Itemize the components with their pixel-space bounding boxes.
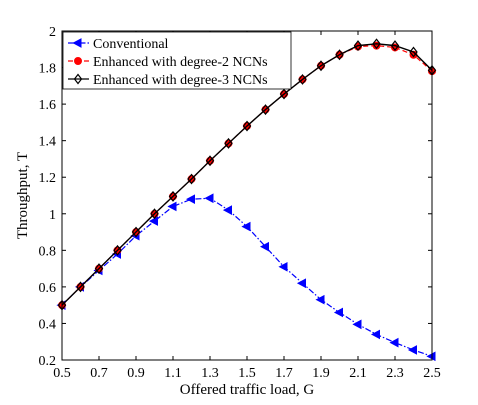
legend-marker — [73, 73, 83, 85]
data-point — [113, 244, 122, 256]
x-tick-label: 2.5 — [423, 366, 441, 381]
x-axis-label: Offered traffic load, G — [180, 382, 315, 398]
x-tick-label: 1.9 — [312, 366, 330, 381]
legend-label: Enhanced with degree-3 NCNs — [93, 73, 268, 88]
x-tick-label: 1.7 — [275, 366, 293, 381]
data-point — [333, 307, 343, 318]
legend-entry-3: Enhanced with degree-3 NCNs — [68, 73, 268, 88]
y-tick-label: 0.2 — [39, 354, 57, 369]
x-tick-label: 0.5 — [53, 366, 71, 381]
legend-label: Conventional — [93, 37, 169, 52]
data-point — [205, 155, 215, 167]
series-line — [61, 43, 433, 306]
x-tick-label: 2.1 — [349, 366, 367, 381]
legend-marker — [72, 38, 82, 48]
data-point — [407, 345, 417, 355]
series-3 — [57, 38, 437, 311]
x-tick-label: 0.7 — [90, 366, 108, 381]
data-point — [242, 120, 252, 132]
data-point — [352, 319, 362, 330]
data-point — [185, 194, 195, 204]
data-point — [353, 40, 363, 52]
x-tick-label: 1.3 — [201, 366, 219, 381]
data-point — [187, 173, 196, 185]
y-tick-label: 0.8 — [39, 244, 57, 259]
data-point — [148, 216, 158, 226]
data-point — [167, 201, 177, 212]
series-layer — [56, 38, 437, 362]
x-tick-label: 1.1 — [164, 366, 182, 381]
x-tick-label: 1.5 — [238, 366, 256, 381]
data-point — [222, 205, 232, 215]
legend-entry-2: Enhanced with degree-2 NCNs — [68, 55, 268, 70]
y-tick-label: 0.4 — [39, 317, 57, 332]
data-point — [370, 329, 380, 340]
data-point — [390, 40, 400, 52]
legend: Conventional Enhanced with degree-2 NCNs E… — [62, 31, 292, 90]
data-point — [76, 281, 85, 293]
x-tick-label: 0.9 — [127, 366, 145, 381]
x-tick-label: 2.3 — [386, 366, 404, 381]
data-point — [259, 241, 269, 252]
data-point — [296, 278, 306, 289]
y-tick-label: 1 — [49, 208, 56, 223]
data-point — [131, 226, 141, 238]
data-point — [241, 221, 251, 232]
data-point — [150, 208, 159, 220]
legend-entry-1: Conventional — [68, 37, 169, 52]
legend-box — [62, 31, 292, 90]
data-point — [204, 193, 214, 204]
data-point — [316, 60, 326, 72]
data-point — [94, 263, 104, 275]
data-point — [278, 261, 288, 272]
y-tick-label: 2 — [49, 25, 56, 40]
data-point — [372, 38, 381, 50]
data-point — [389, 337, 399, 348]
data-point — [279, 88, 289, 100]
y-tick-label: 1.4 — [39, 135, 57, 150]
y-tick-label: 1.6 — [39, 98, 57, 113]
data-point — [409, 46, 418, 58]
data-point — [168, 190, 178, 202]
data-point — [315, 294, 325, 305]
legend-marker — [74, 57, 82, 65]
legend-label: Enhanced with degree-2 NCNs — [93, 55, 268, 70]
y-tick-label: 1.2 — [39, 171, 57, 186]
data-point — [426, 351, 436, 362]
y-tick-label: 0.6 — [39, 281, 57, 296]
data-point — [261, 104, 270, 116]
y-axis-label: Throughput, T — [15, 152, 31, 239]
data-point — [298, 73, 307, 85]
data-point — [224, 137, 233, 149]
y-tick-label: 1.8 — [39, 62, 57, 77]
data-point — [335, 49, 344, 61]
